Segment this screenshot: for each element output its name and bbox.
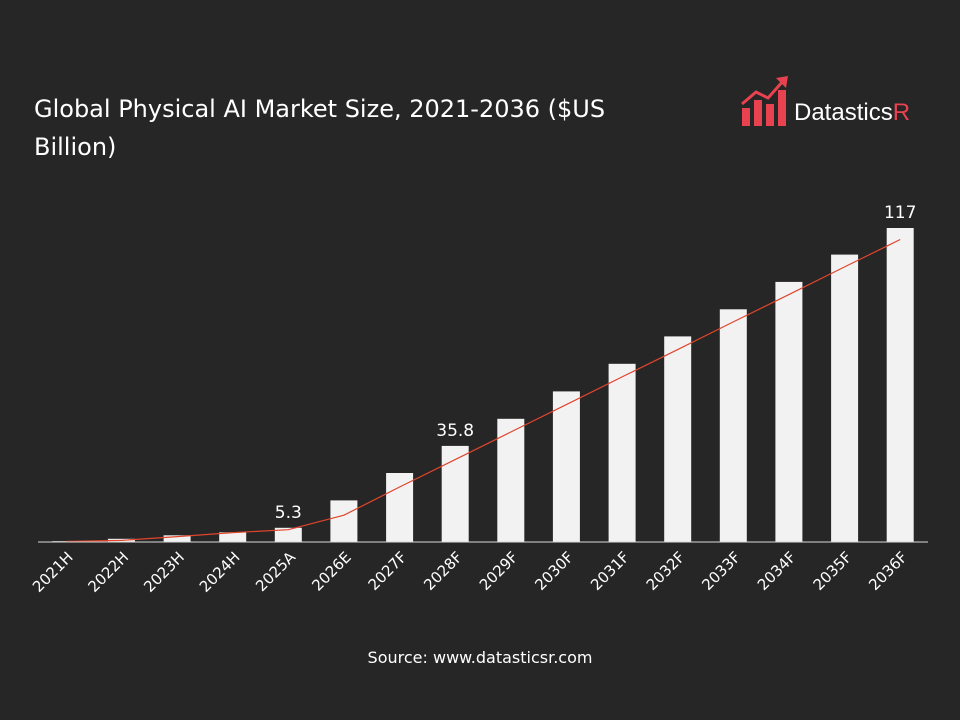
x-tick-labels: 2021H 2022H 2023H 2024H 2025A 2026E 2027F 2028F… — [29, 548, 911, 596]
logo-text-main: Datastics — [794, 99, 893, 126]
data-labels: 5.3 35.8 117 — [275, 203, 917, 523]
bar-2023H — [163, 535, 191, 542]
x-tick-label: 2031F — [587, 548, 633, 594]
logo-growth-icon — [741, 76, 788, 126]
x-tick-label: 2027F — [365, 548, 411, 594]
bar-2035F — [831, 254, 859, 542]
x-tick-label: 2032F — [643, 548, 689, 594]
logo-text-accent: R — [892, 99, 911, 126]
x-tick-label: 2033F — [698, 548, 744, 594]
x-tick-label: 2021H — [29, 548, 77, 596]
x-tick-label: 2034F — [754, 548, 800, 594]
bar-2033F — [719, 309, 747, 542]
trendline — [65, 238, 901, 543]
trendline-layer — [65, 238, 901, 543]
bar-2031F — [608, 363, 636, 542]
x-tick-label: 2035F — [810, 548, 856, 594]
data-label: 117 — [884, 203, 916, 223]
x-tick-label: 2026E — [308, 548, 354, 594]
data-label: 5.3 — [275, 503, 302, 523]
bar-2025A — [274, 527, 302, 542]
x-tick-label: 2028F — [420, 548, 466, 594]
x-tick-label: 2036F — [865, 548, 911, 594]
bar-2032F — [664, 336, 692, 542]
chart-title: Global Physical AI Market Size, 2021-203… — [34, 95, 606, 161]
x-tick-label: 2023H — [140, 548, 188, 596]
x-tick-label: 2022H — [85, 548, 133, 596]
bar-2034F — [775, 281, 803, 542]
logo-wordmark: DatasticsR — [794, 99, 910, 128]
bars-layer — [52, 228, 914, 542]
bar-2024H — [219, 532, 247, 542]
data-label: 35.8 — [436, 421, 474, 441]
x-tick-label: 2025A — [252, 548, 299, 595]
source-note: Source: www.datasticsr.com — [367, 648, 593, 667]
bar-2026E — [330, 500, 358, 542]
bar-2027F — [386, 473, 414, 542]
x-tick-label: 2024H — [196, 548, 244, 596]
bar-2036F — [886, 228, 914, 542]
bar-2030F — [552, 391, 580, 542]
x-tick-label: 2030F — [531, 548, 577, 594]
bar-2028F — [441, 445, 469, 542]
bar-2029F — [497, 418, 525, 542]
x-tick-label: 2029F — [476, 548, 522, 594]
datasticsr-logo: DatasticsR — [740, 72, 910, 128]
